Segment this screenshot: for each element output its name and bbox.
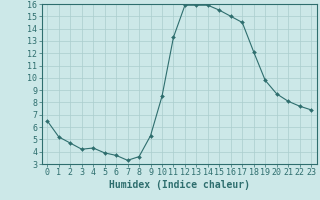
X-axis label: Humidex (Indice chaleur): Humidex (Indice chaleur) [109,180,250,190]
